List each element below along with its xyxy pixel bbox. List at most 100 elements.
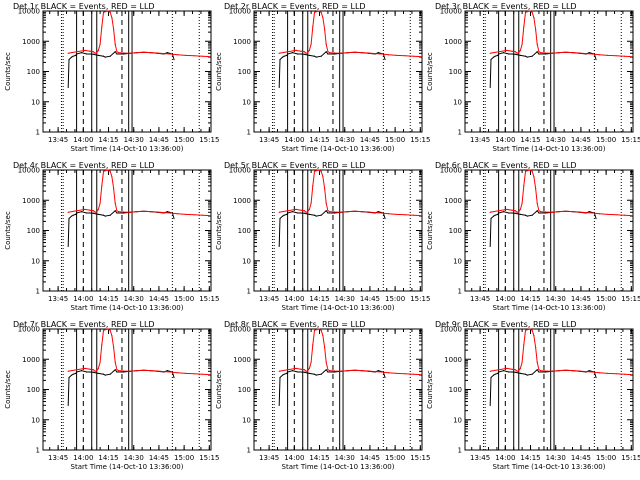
data-point-events xyxy=(531,214,533,216)
data-point-events xyxy=(286,372,288,374)
data-point-events xyxy=(92,53,94,55)
data-point-lld xyxy=(67,370,69,372)
data-point-events xyxy=(92,371,94,373)
y-tick-label: 100 xyxy=(27,68,40,76)
data-point-lld xyxy=(287,210,289,212)
x-tick-label: 14:30 xyxy=(546,136,566,144)
data-point-lld xyxy=(96,211,98,213)
data-point-lld xyxy=(149,52,152,54)
data-point-events xyxy=(497,213,499,215)
data-point-lld xyxy=(116,210,118,212)
data-point-lld xyxy=(123,211,125,213)
y-tick-label: 1000 xyxy=(22,356,40,364)
data-point-lld xyxy=(208,374,210,376)
data-point-events xyxy=(313,214,316,216)
data-point-lld xyxy=(347,370,349,372)
x-tick-label: 14:45 xyxy=(571,295,591,303)
y-tick-label: 1 xyxy=(36,129,40,137)
data-point-lld xyxy=(521,43,523,45)
data-point-lld xyxy=(374,53,376,55)
y-tick-label: 1000 xyxy=(233,38,251,46)
data-point-lld xyxy=(84,367,86,369)
data-point-lld xyxy=(347,52,349,54)
data-point-events xyxy=(109,55,111,57)
data-point-lld xyxy=(106,169,108,171)
data-point-lld xyxy=(170,371,172,373)
x-tick-label: 14:45 xyxy=(149,295,169,303)
data-point-lld xyxy=(97,208,99,210)
data-point-lld xyxy=(114,202,116,204)
data-point-events xyxy=(286,54,288,57)
data-point-events xyxy=(287,371,289,373)
y-tick-label: 1 xyxy=(458,447,462,455)
data-point-lld xyxy=(176,54,178,56)
data-point-lld xyxy=(313,11,316,13)
data-point-events xyxy=(325,369,327,371)
data-point-lld xyxy=(354,369,356,371)
data-point-events xyxy=(279,217,281,220)
data-point-lld xyxy=(111,17,113,19)
y-tick-label: 10 xyxy=(453,416,462,424)
series-line-events xyxy=(67,209,175,247)
data-point-lld xyxy=(551,211,554,213)
data-point-lld xyxy=(96,370,98,372)
data-point-lld xyxy=(521,361,523,363)
data-point-events xyxy=(334,212,336,214)
data-point-lld xyxy=(136,52,138,54)
data-point-lld xyxy=(193,214,195,216)
y-tick-label: 1 xyxy=(247,288,251,296)
panel-det-9: Det 9r BLACK = Events, RED = LLD 1 10 100 10… xyxy=(426,320,640,471)
data-point-lld xyxy=(367,370,369,372)
x-tick-label: 13:45 xyxy=(470,295,490,303)
x-axis-label: Start Time (14-Oct-10 13:36:00) xyxy=(282,463,395,471)
data-point-lld xyxy=(524,170,527,172)
data-point-events xyxy=(538,371,540,373)
x-tick-label: 13:45 xyxy=(470,454,490,462)
data-point-lld xyxy=(413,55,415,57)
data-point-events xyxy=(89,371,91,373)
y-tick-label: 1000 xyxy=(233,197,251,205)
data-point-events xyxy=(497,372,499,374)
data-point-lld xyxy=(92,51,94,53)
x-tick-label: 14:00 xyxy=(284,454,304,462)
data-point-lld xyxy=(545,370,547,372)
y-tick-label: 10 xyxy=(242,257,251,265)
data-point-lld xyxy=(571,52,574,54)
data-point-events xyxy=(76,53,78,55)
data-point-lld xyxy=(578,370,580,372)
y-tick-label: 100 xyxy=(449,386,462,394)
data-point-events xyxy=(493,56,495,58)
data-point-lld xyxy=(295,208,297,210)
data-point-lld xyxy=(381,53,383,55)
data-point-lld xyxy=(324,187,326,189)
x-tick-label: 15:00 xyxy=(596,295,616,303)
data-point-lld xyxy=(113,346,115,348)
data-point-lld xyxy=(489,370,491,372)
data-point-events xyxy=(109,373,111,375)
data-point-lld xyxy=(320,329,322,331)
data-point-events xyxy=(308,372,310,374)
y-tick-label: 100 xyxy=(238,227,251,235)
data-point-lld xyxy=(630,374,632,376)
data-point-events xyxy=(282,215,284,217)
data-point-events xyxy=(545,53,547,55)
data-point-events xyxy=(297,371,299,373)
data-point-events xyxy=(516,54,518,56)
x-tick-label: 15:15 xyxy=(199,295,219,303)
data-point-lld xyxy=(104,170,106,172)
y-tick-label: 100 xyxy=(27,386,40,394)
data-point-events xyxy=(524,55,527,57)
data-point-lld xyxy=(329,370,331,372)
data-point-events xyxy=(283,55,285,57)
data-point-lld xyxy=(113,28,115,30)
data-point-lld xyxy=(578,211,580,213)
x-tick-label: 14:30 xyxy=(335,136,355,144)
data-point-events xyxy=(123,212,125,214)
data-point-events xyxy=(490,217,492,220)
data-point-lld xyxy=(305,211,307,213)
data-point-lld xyxy=(598,372,601,374)
data-point-events xyxy=(545,371,547,373)
data-point-lld xyxy=(106,328,108,330)
data-point-lld xyxy=(315,170,317,172)
x-axis-label: Start Time (14-Oct-10 13:36:00) xyxy=(71,145,184,153)
